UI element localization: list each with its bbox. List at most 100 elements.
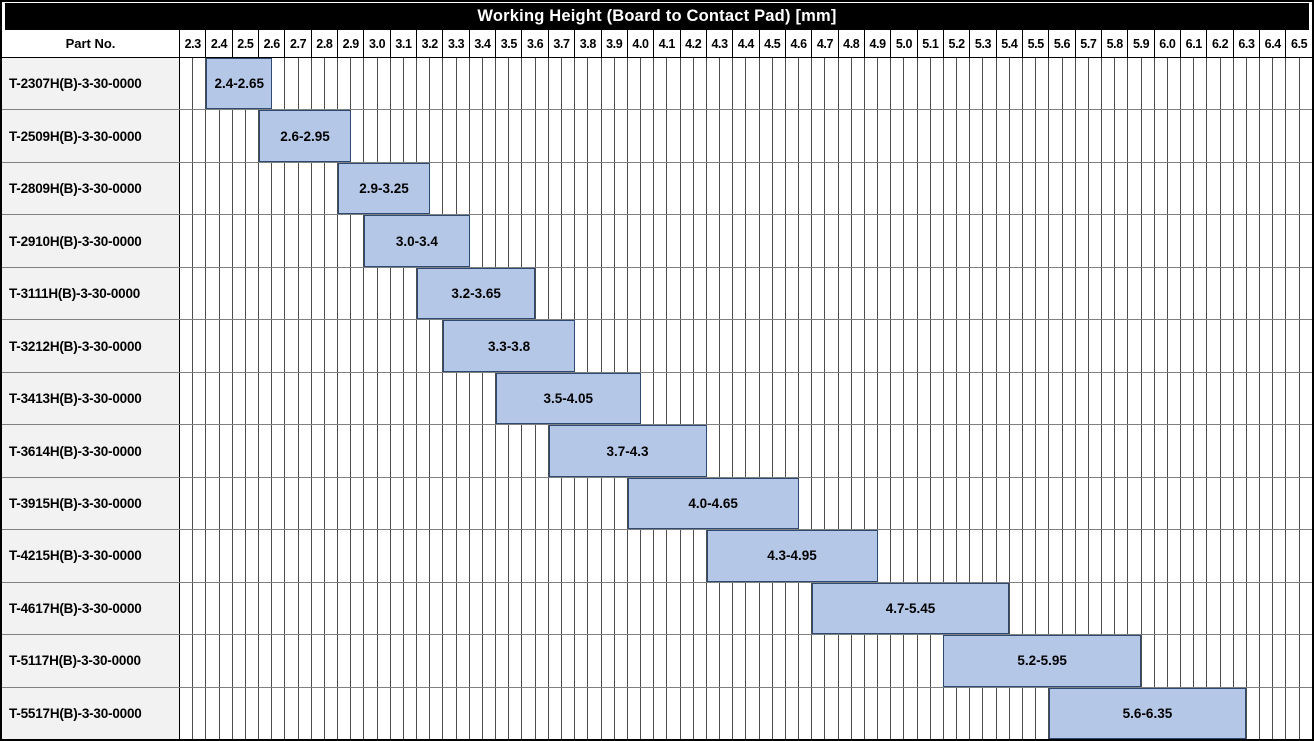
grid-cell [417,582,431,635]
grid-cell [694,162,707,215]
grid-cell [615,530,628,582]
grid-cell [285,477,299,530]
grid-cell [1115,320,1129,372]
grid-cell [180,215,194,267]
grid-cell [1194,635,1208,687]
grid-cell [1260,58,1274,110]
grid-cell [206,110,220,162]
part-no-cell: T-3915H(B)-3-30-0000 [2,477,180,530]
grid-cell [891,215,905,267]
grid-cell [1115,477,1129,530]
grid-cell [891,267,905,320]
grid-cell [904,425,918,477]
grid-cell [681,582,694,635]
grid-cell [364,58,378,110]
table-row: T-3915H(B)-3-30-0000 4.0-4.65 [2,477,1312,531]
grid-cell [1286,215,1300,267]
grid-cell [1023,582,1037,635]
grid-cell [602,320,615,372]
grid-cells [180,58,1312,110]
grid-cell [667,530,681,582]
grid-cell [1194,582,1208,635]
grid-cell [536,58,549,110]
grid-cell [944,320,958,372]
grid-cell [470,582,483,635]
rows-container: T-2307H(B)-3-30-0000 2.4-2.65 T-2509H(B)-3… [2,58,1312,740]
grid-cell [1221,110,1234,162]
grid-cell [483,687,497,740]
grid-cell [193,687,207,740]
grid-cell [1260,162,1274,215]
grid-cell [1273,320,1287,372]
grid-cell [1063,162,1076,215]
grid-cell [1260,267,1274,320]
grid-cell [812,215,826,267]
grid-cell [1128,477,1142,530]
grid-cell [852,635,865,687]
grid-cell [615,267,628,320]
grid-cell [1128,267,1142,320]
grid-cell [720,582,734,635]
grid-cell [575,162,589,215]
grid-cell [378,372,391,425]
grid-cell [957,110,971,162]
grid-cell [878,162,892,215]
grid-cell [1036,58,1050,110]
grid-cell [1168,215,1182,267]
grid-cell [351,110,365,162]
grid-cell [1115,267,1129,320]
grid-cell [786,267,800,320]
table-row: T-5117H(B)-3-30-0000 5.2-5.95 [2,635,1312,688]
axis-tick-label: 2.9 [338,30,365,57]
grid-cell [654,635,668,687]
axis-tick-label: 6.4 [1260,30,1287,57]
grid-cell [299,320,312,372]
grid-cell [483,635,497,687]
grid-cell [760,425,773,477]
range-bar-label: 3.5-4.05 [543,391,594,407]
grid-cell [509,215,523,267]
grid-cell [299,215,312,267]
grid-cell [602,477,615,530]
grid-cell [786,320,800,372]
grid-cell [1247,110,1261,162]
grid-cell [918,530,931,582]
axis-tick-label: 4.2 [681,30,707,57]
grid-cell [1168,58,1182,110]
grid-cell [470,425,483,477]
grid-cell [220,635,233,687]
grid-cell [720,635,734,687]
grid-cell [812,162,826,215]
grid-cell [681,58,694,110]
grid-cell [549,477,562,530]
header-row: Part No. 2.3 2.4 2.5 2.6 2.7 2.8 2.9 3.0 3.1 3.2 3… [2,30,1312,58]
grid-cell [825,267,839,320]
grid-cell [667,267,681,320]
range-bar-label: 3.2-3.65 [451,286,501,302]
row-grid: 5.6-6.35 [180,687,1312,740]
axis-tick-label: 5.4 [997,30,1023,57]
grid-cell [891,372,905,425]
grid-cell [918,635,931,687]
grid-cell [865,320,879,372]
grid-cell [312,372,325,425]
grid-cell [1023,372,1037,425]
grid-cell [1115,372,1129,425]
grid-cell [1234,530,1247,582]
grid-cell [654,320,668,372]
grid-cell [628,530,642,582]
grid-cell [312,582,325,635]
grid-cell [733,267,747,320]
grid-cell [430,162,444,215]
grid-cell [206,635,220,687]
grid-cell [615,687,628,740]
grid-cell [997,530,1010,582]
grid-cell [1260,635,1274,687]
grid-cell [970,425,984,477]
grid-cell [285,687,299,740]
grid-cell [746,582,760,635]
grid-cell [1247,530,1261,582]
grid-cell [351,635,365,687]
grid-cell [1155,215,1168,267]
grid-cell [522,635,536,687]
